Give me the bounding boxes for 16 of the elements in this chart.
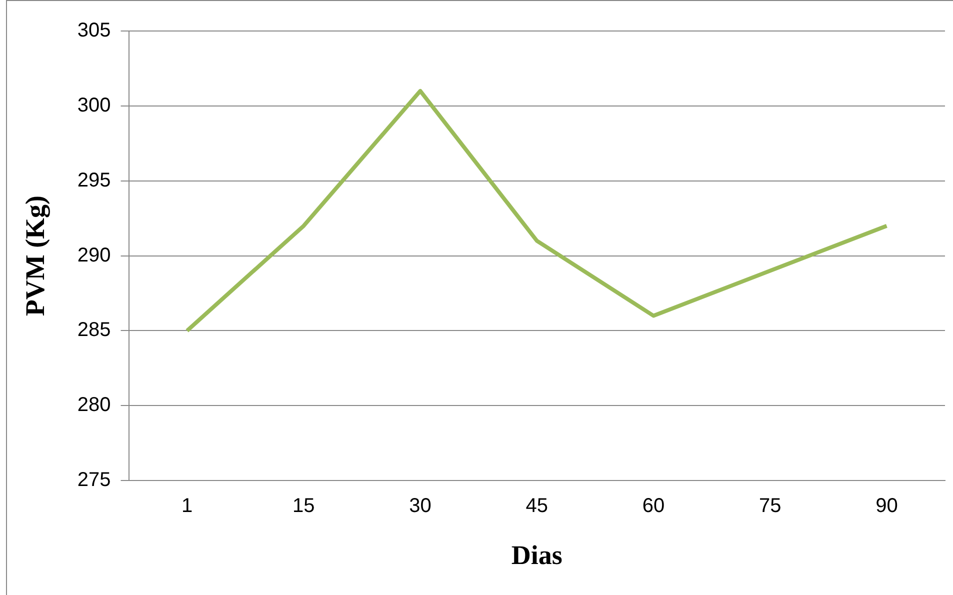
x-axis-title: Dias (511, 540, 562, 570)
x-tick-label: 1 (182, 495, 193, 518)
y-tick-label: 300 (77, 94, 111, 116)
y-tick-label: 275 (77, 469, 111, 492)
y-tick-label: 290 (77, 244, 111, 266)
x-tick-label: 15 (292, 495, 315, 518)
y-tick-label: 305 (77, 20, 111, 42)
x-tick-label: 30 (409, 495, 432, 518)
y-tick-label: 285 (77, 319, 111, 342)
x-tick-label: 90 (876, 495, 898, 518)
x-tick-label: 45 (526, 495, 548, 518)
x-tick-label: 60 (642, 495, 665, 518)
y-axis-title: PVM (Kg) (20, 195, 50, 316)
x-tick-label: 75 (758, 495, 782, 518)
y-tick-label: 295 (77, 169, 111, 192)
y-tick-label: 280 (77, 394, 111, 416)
